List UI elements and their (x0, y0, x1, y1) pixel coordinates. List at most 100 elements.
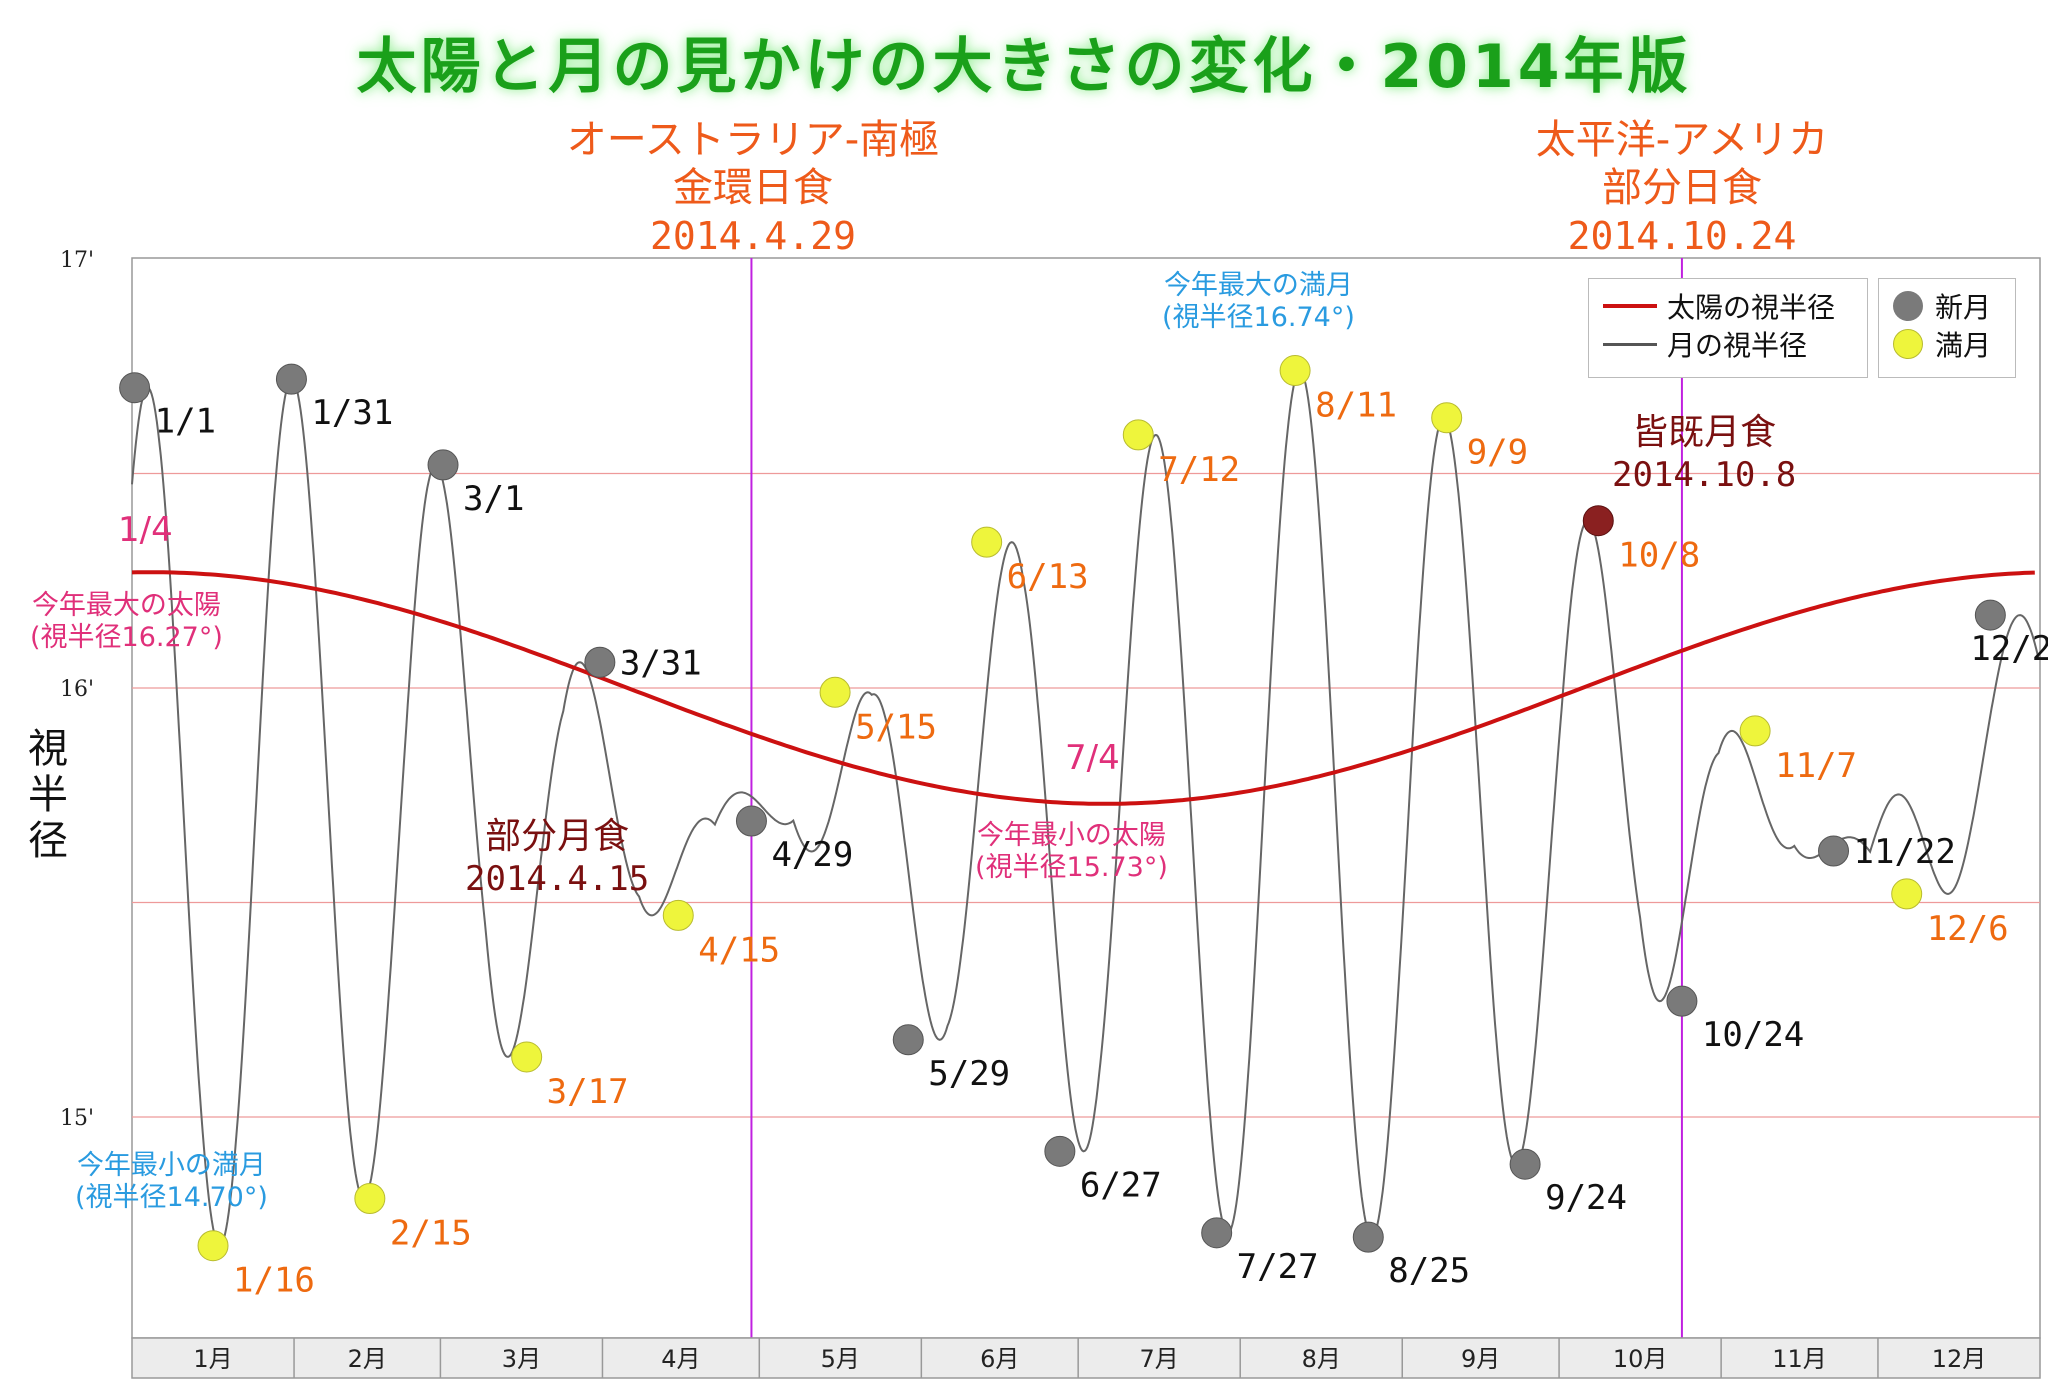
legend-new-moon: 新月 (1893, 287, 2015, 325)
full-moon-marker (1891, 878, 1923, 910)
new-moon-label: 4/29 (771, 835, 853, 875)
full-moon-marker (197, 1230, 229, 1262)
partial-lunar-eclipse-title: 部分月食 (485, 816, 630, 857)
partial-lunar-eclipse-date: 2014.4.15 (465, 859, 650, 899)
partial-solar-eclipse-header: 太平洋-アメリカ 部分日食 2014.10.24 (1422, 116, 1942, 260)
max-full-moon-value: (視半径16.74°) (1162, 302, 1355, 333)
new-moon-marker (1201, 1217, 1233, 1249)
min-full-moon-value: (視半径14.70°) (75, 1182, 268, 1213)
full-moon-marker (1739, 715, 1771, 747)
full-moon-marker (1279, 355, 1311, 387)
full-moon-label: 7/12 (1158, 450, 1240, 490)
new-moon-label: 1/1 (155, 402, 216, 442)
new-moon-label: 10/24 (1702, 1015, 1804, 1055)
new-moon-marker (1818, 835, 1850, 867)
sun-max-date: 1/4 (118, 510, 173, 550)
sun-radius-line (131, 570, 2035, 806)
new-moon-marker (1666, 985, 1698, 1017)
total-lunar-eclipse-date: 2014.10.8 (1612, 455, 1797, 495)
min-sun-annotation: 今年最小の太陽 (視半径15.73°) (975, 820, 1168, 884)
full-moon-label: 6/13 (1007, 557, 1089, 597)
month-label-5: 5月 (821, 1345, 860, 1373)
y-tick-16: 16' (60, 677, 95, 702)
new-moon-marker (584, 646, 616, 678)
new-moon-label: 1/31 (311, 393, 393, 433)
total-lunar-eclipse-annotation: 皆既月食 2014.10.8 (1612, 412, 1796, 496)
full-moon-label: 1/16 (233, 1261, 315, 1301)
min-full-moon-annotation: 今年最小の満月 (視半径14.70°) (75, 1150, 268, 1214)
min-sun-value: (視半径15.73°) (975, 852, 1168, 883)
new-moon-marker (275, 363, 307, 395)
annular-eclipse-date: 2014.4.29 (650, 214, 856, 258)
month-label-4: 4月 (661, 1345, 700, 1373)
full-moon-label: 11/7 (1775, 746, 1857, 786)
full-moon-marker (1122, 419, 1154, 451)
month-label-9: 9月 (1461, 1345, 1500, 1373)
full-moon-label: 10/8 (1618, 536, 1700, 576)
new-moon-label: 11/22 (1854, 832, 1956, 872)
chart-title: 太陽と月の見かけの大きさの変化・2014年版 (356, 32, 1692, 102)
legend-sun-label: 太陽の視半径 (1667, 291, 1836, 324)
new-moon-label: 9/24 (1545, 1178, 1627, 1218)
full-moon-label: 5/15 (855, 707, 937, 747)
full-moon-label: 8/11 (1315, 386, 1397, 426)
y-axis-label: 視半径 (28, 726, 68, 864)
new-moon-label: 12/22 (1970, 629, 2048, 669)
month-label-11: 11月 (1772, 1345, 1827, 1373)
y-tick-15: 15' (60, 1106, 95, 1131)
legend-moon-label: 月の視半径 (1667, 329, 1808, 362)
new-moon-marker (735, 805, 767, 837)
full-moon-label: 3/17 (547, 1072, 629, 1112)
full-moon-marker (1582, 505, 1614, 537)
full-moon-label: 9/9 (1467, 433, 1528, 473)
month-label-2: 2月 (348, 1345, 387, 1373)
y-tick-17: 17' (60, 248, 95, 273)
new-moon-marker (892, 1024, 924, 1056)
new-moon-label: 3/31 (620, 643, 702, 683)
new-moon-marker (1044, 1135, 1076, 1167)
sun-min-date: 7/4 (1065, 738, 1120, 778)
legend-moons: 新月 満月 (1878, 278, 2016, 378)
partial-lunar-eclipse-annotation: 部分月食 2014.4.15 (465, 816, 649, 900)
annular-eclipse-header: オーストラリア-南極 金環日食 2014.4.29 (493, 116, 1013, 260)
month-label-6: 6月 (980, 1345, 1019, 1373)
max-full-moon-annotation: 今年最大の満月 (視半径16.74°) (1162, 270, 1355, 334)
month-label-12: 12月 (1932, 1345, 1987, 1373)
new-moon-label: 3/1 (463, 479, 524, 519)
full-moon-marker (819, 676, 851, 708)
legend-new-moon-swatch (1893, 291, 1923, 321)
new-moon-label: 6/27 (1080, 1165, 1162, 1205)
full-moon-marker (971, 526, 1003, 558)
annular-eclipse-region: オーストラリア-南極 (566, 117, 940, 163)
legend-full-moon-swatch (1893, 329, 1923, 359)
full-moon-marker (511, 1041, 543, 1073)
legend-full-moon: 満月 (1893, 325, 2015, 363)
new-moon-label: 8/25 (1388, 1251, 1470, 1291)
partial-solar-eclipse-title: 部分日食 (1602, 165, 1762, 211)
annular-eclipse-title: 金環日食 (673, 165, 833, 211)
min-sun-text: 今年最小の太陽 (976, 820, 1166, 851)
month-label-3: 3月 (502, 1345, 541, 1373)
full-moon-marker (662, 899, 694, 931)
legend-moon: 月の視半径 (1603, 325, 1867, 363)
legend-sun-swatch (1603, 304, 1657, 308)
full-moon-marker (354, 1183, 386, 1215)
max-sun-value: (視半径16.27°) (30, 622, 223, 653)
month-label-10: 10月 (1613, 1345, 1668, 1373)
partial-solar-eclipse-region: 太平洋-アメリカ (1535, 117, 1829, 163)
plot-area (131, 257, 2041, 1339)
month-label-1: 1月 (193, 1345, 232, 1373)
max-sun-annotation: 今年最大の太陽 (視半径16.27°) (30, 590, 223, 654)
month-label-8: 8月 (1302, 1345, 1341, 1373)
max-sun-text: 今年最大の太陽 (31, 590, 221, 621)
max-full-moon-text: 今年最大の満月 (1163, 270, 1353, 301)
month-band (131, 1337, 2041, 1379)
full-moon-label: 4/15 (698, 930, 780, 970)
new-moon-marker (1974, 599, 2006, 631)
new-moon-marker (427, 449, 459, 481)
full-moon-label: 2/15 (390, 1214, 472, 1254)
new-moon-label: 7/27 (1237, 1247, 1319, 1287)
full-moon-label: 12/6 (1927, 909, 2009, 949)
legend-sun: 太陽の視半径 (1603, 287, 1867, 325)
